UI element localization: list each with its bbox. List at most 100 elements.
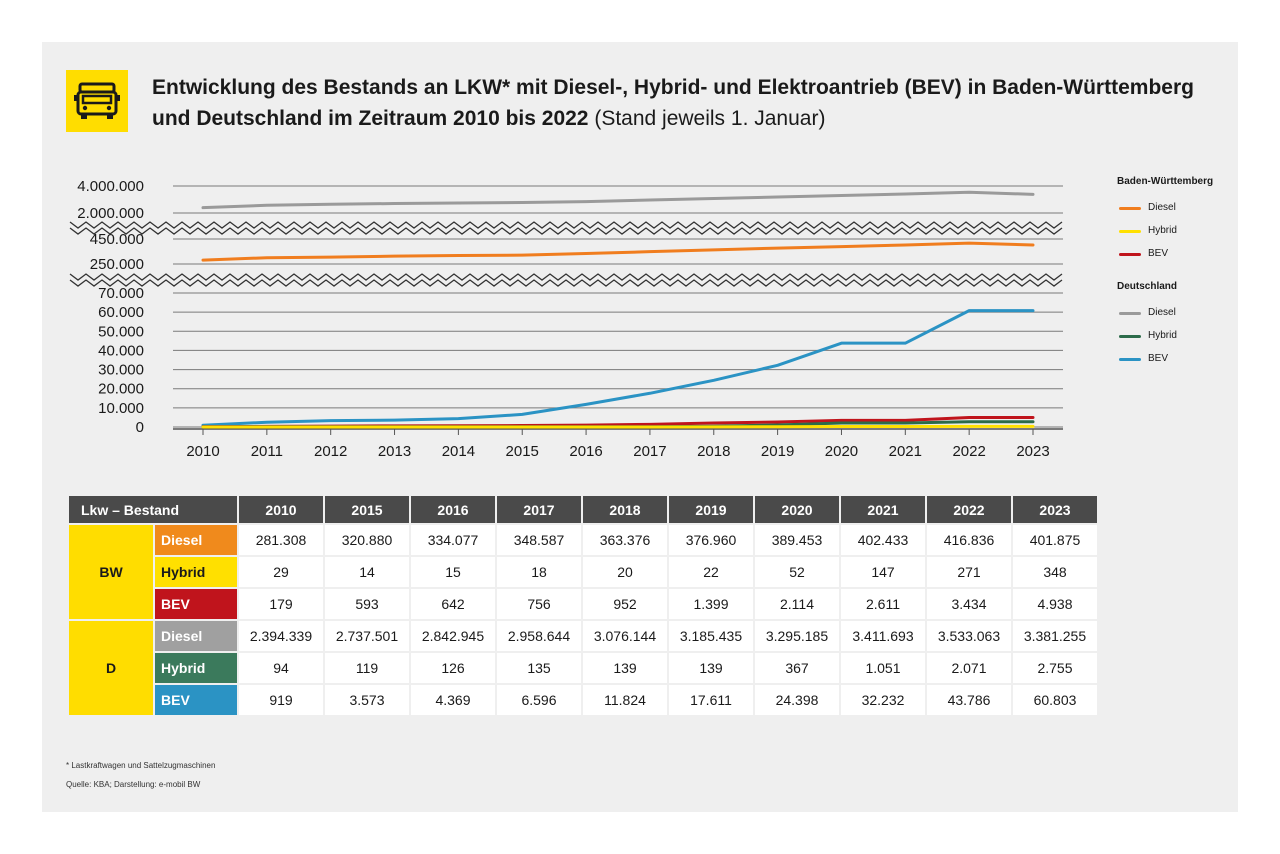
axis-break-line bbox=[69, 227, 1063, 235]
table-category-label: Hybrid bbox=[155, 653, 237, 683]
table-cell: 2.394.339 bbox=[239, 621, 323, 651]
table-cell: 593 bbox=[325, 589, 409, 619]
axis-break-line bbox=[69, 273, 1063, 281]
legend-item-bw-diesel: Diesel bbox=[1117, 200, 1247, 223]
table-cell: 32.232 bbox=[841, 685, 925, 715]
table-header-year: 2023 bbox=[1013, 496, 1097, 523]
table-cell: 18 bbox=[497, 557, 581, 587]
table-cell: 3.295.185 bbox=[755, 621, 839, 651]
truck-icon bbox=[74, 82, 120, 119]
table-cell: 11.824 bbox=[583, 685, 667, 715]
table-header-year: 2016 bbox=[411, 496, 495, 523]
series-lines bbox=[201, 190, 1035, 429]
axis-break-line bbox=[69, 279, 1063, 287]
table-cell: 348 bbox=[1013, 557, 1097, 587]
table-cell: 334.077 bbox=[411, 525, 495, 555]
logo-badge bbox=[66, 70, 128, 132]
chart-title-sub: (Stand jeweils 1. Januar) bbox=[594, 107, 826, 130]
axis-break-marks bbox=[69, 221, 1063, 287]
table-category-label: BEV bbox=[155, 685, 237, 715]
table-cell: 2.071 bbox=[927, 653, 1011, 683]
y-tick-label: 50.000 bbox=[98, 323, 144, 340]
table-header-year: 2015 bbox=[325, 496, 409, 523]
y-tick-label: 10.000 bbox=[98, 400, 144, 417]
table-cell: 2.611 bbox=[841, 589, 925, 619]
table-cell: 24.398 bbox=[755, 685, 839, 715]
x-tick-label: 2023 bbox=[1016, 443, 1049, 460]
table-cell: 2.958.644 bbox=[497, 621, 581, 651]
table-cell: 20 bbox=[583, 557, 667, 587]
table-category-label: Diesel bbox=[155, 525, 237, 555]
footnote: * Lastkraftwagen und Sattelzugmaschinen bbox=[66, 761, 216, 770]
table-cell: 17.611 bbox=[669, 685, 753, 715]
data-table: Lkw – Bestand 2010 2015 2016 2017 2018 2019 20… bbox=[67, 494, 1099, 717]
table-cell: 14 bbox=[325, 557, 409, 587]
line-chart: 4.000.000 2.000.000 450.000 250.000 70.000 60… bbox=[69, 178, 1063, 460]
table-cell: 367 bbox=[755, 653, 839, 683]
table-cell: 3.381.255 bbox=[1013, 621, 1097, 651]
table-cell: 179 bbox=[239, 589, 323, 619]
table-cell: 147 bbox=[841, 557, 925, 587]
y-tick-label: 20.000 bbox=[98, 381, 144, 398]
table-cell: 15 bbox=[411, 557, 495, 587]
table-region-label: BW bbox=[69, 525, 153, 619]
table-cell: 3.434 bbox=[927, 589, 1011, 619]
legend-item-bw-bev: BEV bbox=[1117, 246, 1247, 269]
table-row: BEV 919 3.573 4.369 6.596 11.824 17.611 24.398 3… bbox=[69, 685, 1097, 715]
table-region-label: D bbox=[69, 621, 153, 715]
x-tick-label: 2021 bbox=[889, 443, 922, 460]
table-cell: 126 bbox=[411, 653, 495, 683]
y-axis-labels: 4.000.000 2.000.000 450.000 250.000 70.000 60… bbox=[77, 178, 144, 436]
table-cell: 416.836 bbox=[927, 525, 1011, 555]
y-tick-label: 70.000 bbox=[98, 285, 144, 302]
table-cell: 139 bbox=[583, 653, 667, 683]
legend-group-d: Deutschland bbox=[1117, 281, 1178, 292]
table-cell: 2.755 bbox=[1013, 653, 1097, 683]
table-cell: 376.960 bbox=[669, 525, 753, 555]
table-cell: 3.411.693 bbox=[841, 621, 925, 651]
table-cell: 281.308 bbox=[239, 525, 323, 555]
table-row: D Diesel 2.394.339 2.737.501 2.842.945 2.958.… bbox=[69, 621, 1097, 715]
series-line-baden-w-rttemberg-hybrid bbox=[201, 424, 1035, 429]
legend-item-d-hybrid: Hybrid bbox=[1117, 328, 1247, 351]
legend-group-bw: Baden-Württemberg bbox=[1117, 176, 1214, 187]
table-header-year: 2020 bbox=[755, 496, 839, 523]
x-tick-label: 2017 bbox=[633, 443, 666, 460]
table-cell: 3.185.435 bbox=[669, 621, 753, 651]
chart-title: Entwicklung des Bestands an LKW* mit Die… bbox=[152, 72, 1212, 134]
table-row: Hybrid 94 119 126 135 139 139 367 1.051 2.071 2.75… bbox=[69, 653, 1097, 683]
y-tick-label: 30.000 bbox=[98, 362, 144, 379]
table-cell: 271 bbox=[927, 557, 1011, 587]
y-tick-label: 0 bbox=[136, 419, 144, 436]
x-tick-label: 2011 bbox=[251, 443, 283, 460]
table-cell: 139 bbox=[669, 653, 753, 683]
table-category-label: Hybrid bbox=[155, 557, 237, 587]
legend-item-bw-hybrid: Hybrid bbox=[1117, 223, 1247, 246]
table-row: BW Diesel 281.308 320.880 334.077 348.587 363.… bbox=[69, 525, 1097, 619]
table-cell: 1.051 bbox=[841, 653, 925, 683]
table-category-label: BEV bbox=[155, 589, 237, 619]
table-cell: 363.376 bbox=[583, 525, 667, 555]
x-tick-label: 2020 bbox=[825, 443, 858, 460]
x-tick-label: 2018 bbox=[697, 443, 730, 460]
table-header-year: 2019 bbox=[669, 496, 753, 523]
table-cell: 348.587 bbox=[497, 525, 581, 555]
table-corner-label: Lkw – Bestand bbox=[69, 496, 237, 523]
table-cell: 389.453 bbox=[755, 525, 839, 555]
table-cell: 3.533.063 bbox=[927, 621, 1011, 651]
y-tick-label: 250.000 bbox=[90, 256, 144, 273]
table-cell: 1.399 bbox=[669, 589, 753, 619]
x-tick-label: 2015 bbox=[506, 443, 539, 460]
chart-legend: Baden-Württemberg Diesel Hybrid BEV Deut… bbox=[1117, 176, 1247, 374]
table-cell: 60.803 bbox=[1013, 685, 1097, 715]
table-cell: 43.786 bbox=[927, 685, 1011, 715]
legend-item-d-bev: BEV bbox=[1117, 351, 1247, 374]
y-tick-label: 450.000 bbox=[90, 231, 144, 248]
table-cell: 3.076.144 bbox=[583, 621, 667, 651]
y-tick-label: 40.000 bbox=[98, 342, 144, 359]
table-category-label: Diesel bbox=[155, 621, 237, 651]
table-cell: 320.880 bbox=[325, 525, 409, 555]
table-cell: 402.433 bbox=[841, 525, 925, 555]
table-cell: 919 bbox=[239, 685, 323, 715]
axis-break-line bbox=[69, 221, 1063, 229]
